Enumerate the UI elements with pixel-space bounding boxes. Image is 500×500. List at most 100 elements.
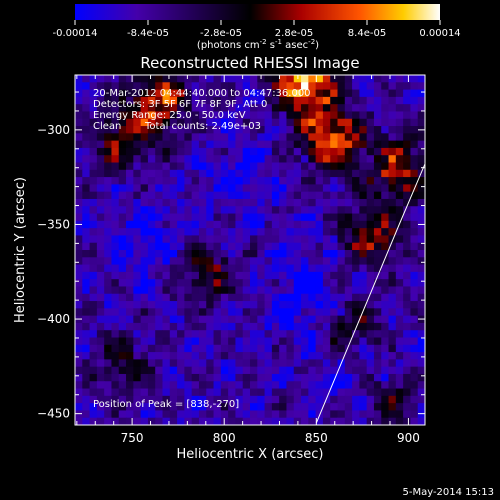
- heatmap-cell: [286, 301, 295, 309]
- heatmap-cell: [322, 410, 331, 419]
- heatmap-cell: [198, 147, 207, 156]
- heatmap-cell: [315, 126, 324, 134]
- heatmap-cell: [133, 111, 142, 120]
- heatmap-cell: [352, 257, 360, 266]
- heatmap-cell: [242, 330, 251, 339]
- heatmap-cell: [133, 308, 142, 317]
- heatmap-cell: [82, 147, 91, 156]
- heatmap-cell: [352, 403, 360, 412]
- heatmap-cell: [177, 330, 185, 339]
- heatmap-cell: [206, 169, 215, 178]
- heatmap-cell: [373, 250, 382, 258]
- heatmap-cell: [89, 373, 98, 382]
- heatmap-cell: [191, 359, 200, 368]
- heatmap-cell: [381, 344, 390, 353]
- heatmap-cell: [344, 235, 353, 244]
- heatmap-cell: [96, 177, 105, 185]
- heatmap-cell: [111, 264, 120, 273]
- heatmap-cell: [162, 220, 171, 229]
- heatmap-cell: [359, 388, 368, 397]
- heatmap-cell: [403, 410, 412, 419]
- heatmap-cell: [330, 344, 339, 353]
- heatmap-cell: [118, 410, 127, 419]
- heatmap-cell: [286, 403, 295, 412]
- heatmap-cell: [388, 169, 397, 178]
- heatmap-cell: [395, 286, 404, 295]
- heatmap-cell: [126, 155, 134, 164]
- heatmap-cell: [308, 206, 317, 215]
- heatmap-cell: [206, 191, 215, 200]
- heatmap-cell: [344, 301, 353, 309]
- heatmap-cell: [206, 301, 215, 309]
- heatmap-cell: [279, 315, 288, 324]
- heatmap-cell: [417, 198, 425, 207]
- heatmap-cell: [82, 330, 91, 339]
- heatmap-cell: [133, 344, 142, 353]
- heatmap-cell: [352, 82, 360, 91]
- heatmap-cell: [257, 89, 266, 98]
- heatmap-cell: [111, 104, 120, 113]
- heatmap-cell: [337, 140, 346, 149]
- heatmap-cell: [169, 206, 178, 215]
- heatmap-cell: [169, 308, 178, 317]
- heatmap-cell: [344, 155, 353, 164]
- heatmap-cell: [381, 337, 390, 346]
- heatmap-cell: [381, 235, 390, 244]
- heatmap-cell: [373, 111, 382, 120]
- heatmap-cell: [184, 162, 193, 171]
- heatmap-cell: [279, 403, 288, 412]
- heatmap-cell: [147, 147, 156, 156]
- heatmap-cell: [301, 75, 309, 83]
- heatmap-cell: [75, 279, 83, 288]
- heatmap-cell: [118, 169, 127, 178]
- heatmap-cell: [96, 191, 105, 200]
- heatmap-cell: [96, 250, 105, 258]
- heatmap-cell: [337, 220, 346, 229]
- heatmap-cell: [381, 89, 390, 98]
- heatmap-cell: [184, 118, 193, 127]
- heatmap-cell: [89, 118, 98, 127]
- heatmap-cell: [198, 388, 207, 397]
- heatmap-cell: [410, 330, 419, 339]
- heatmap-cell: [403, 118, 412, 127]
- heatmap-cell: [104, 111, 113, 120]
- heatmap-cell: [352, 169, 360, 178]
- heatmap-cell: [111, 322, 120, 331]
- heatmap-cell: [140, 366, 149, 375]
- heatmap-cell: [366, 89, 375, 98]
- heatmap-cell: [228, 89, 237, 98]
- heatmap-cell: [279, 410, 288, 419]
- heatmap-cell: [403, 381, 412, 390]
- heatmap-cell: [82, 257, 91, 266]
- heatmap-cell: [388, 257, 397, 266]
- heatmap-cell: [388, 140, 397, 149]
- heatmap-cell: [126, 118, 134, 127]
- heatmap-cell: [242, 337, 251, 346]
- heatmap-cell: [286, 184, 295, 193]
- heatmap-cell: [89, 198, 98, 207]
- heatmap-cell: [337, 271, 346, 280]
- heatmap-cell: [344, 395, 353, 404]
- heatmap-cell: [104, 177, 113, 185]
- heatmap-cell: [191, 403, 200, 412]
- heatmap-cell: [242, 352, 251, 360]
- heatmap-cell: [96, 220, 105, 229]
- heatmap-cell: [140, 330, 149, 339]
- heatmap-cell: [104, 242, 113, 251]
- heatmap-cell: [96, 206, 105, 215]
- heatmap-cell: [301, 184, 309, 193]
- heatmap-cell: [257, 337, 266, 346]
- heatmap-cell: [381, 308, 390, 317]
- heatmap-cell: [147, 403, 156, 412]
- heatmap-cell: [395, 366, 404, 375]
- colorbar-unit-label: (photons cm-2 s-1 asec-2): [197, 38, 319, 51]
- heatmap-cell: [271, 322, 280, 331]
- heatmap-cell: [381, 359, 390, 368]
- heatmap-cell: [359, 344, 368, 353]
- heatmap-cell: [147, 89, 156, 98]
- heatmap-cell: [111, 177, 120, 185]
- heatmap-cell: [403, 96, 412, 105]
- heatmap-cell: [308, 104, 317, 113]
- heatmap-cell: [184, 373, 193, 382]
- heatmap-cell: [191, 75, 200, 83]
